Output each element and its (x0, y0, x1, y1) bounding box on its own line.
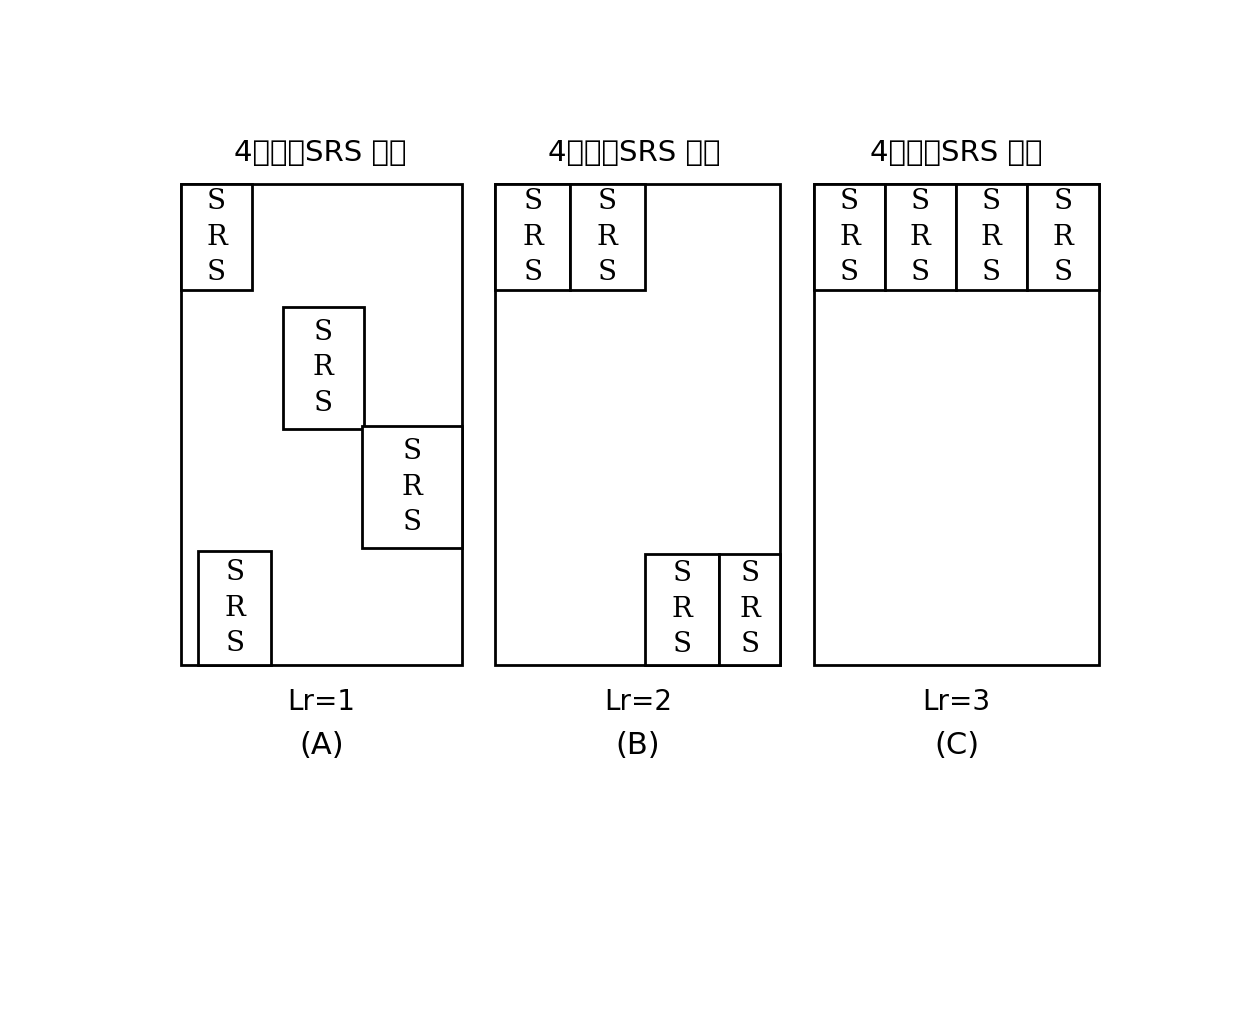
Bar (815, 184, 1099, 666)
Bar (885, 184, 956, 290)
Text: (A): (A) (299, 732, 343, 761)
Text: S
R
S: S R S (1053, 188, 1074, 286)
Text: Lr=1: Lr=1 (288, 688, 356, 716)
Text: (C): (C) (934, 732, 980, 761)
Text: S
R
S: S R S (522, 188, 543, 286)
Text: S
R
S: S R S (739, 560, 760, 658)
Text: S
R
S: S R S (596, 188, 618, 286)
Bar (495, 184, 780, 666)
Text: 4符号的SRS 资源: 4符号的SRS 资源 (233, 139, 405, 167)
Text: 4符号的SRS 资源: 4符号的SRS 资源 (870, 139, 1043, 167)
Bar (570, 184, 645, 290)
Bar (645, 553, 719, 666)
Text: S
R
S: S R S (402, 439, 423, 537)
Bar (495, 184, 570, 290)
Bar (956, 184, 1027, 290)
Text: Lr=2: Lr=2 (604, 688, 672, 716)
Bar (181, 184, 463, 666)
Text: S
R
S: S R S (672, 560, 692, 658)
Text: S
R
S: S R S (839, 188, 861, 286)
Bar (1027, 184, 1099, 290)
Text: S
R
S: S R S (206, 188, 227, 286)
Text: Lr=3: Lr=3 (923, 688, 991, 716)
Bar (719, 553, 780, 666)
Text: (B): (B) (615, 732, 660, 761)
Bar (283, 308, 363, 428)
Text: S
R
S: S R S (224, 559, 246, 657)
Bar (815, 184, 885, 290)
Text: S
R
S: S R S (981, 188, 1002, 286)
Bar (362, 426, 463, 548)
Bar (181, 184, 252, 290)
Bar (198, 551, 272, 666)
Text: S
R
S: S R S (312, 319, 334, 417)
Text: 4符号的SRS 资源: 4符号的SRS 资源 (548, 139, 720, 167)
Text: S
R
S: S R S (910, 188, 931, 286)
